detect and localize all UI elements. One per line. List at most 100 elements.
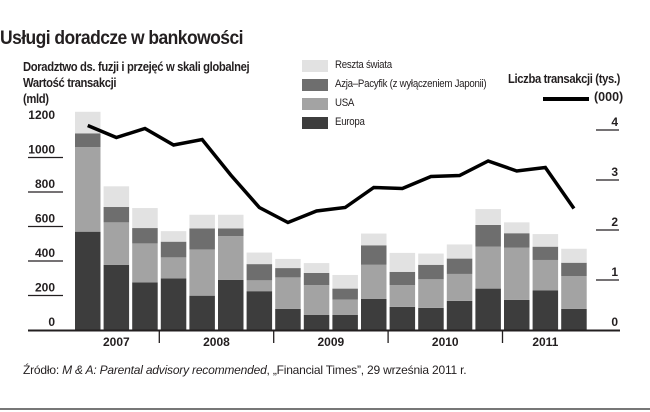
bar-segment-reszta: [361, 233, 387, 246]
bar-segment-usa: [189, 249, 215, 296]
bar-segment-azja–pacyfik: [446, 258, 473, 274]
bar-segment-usa: [246, 280, 273, 292]
year-label: 2009: [317, 335, 344, 349]
bar-segment-europa: [446, 300, 473, 330]
left-axis-unit: (mld): [23, 92, 49, 106]
transactions-count-line: [87, 123, 576, 225]
bottom-rule: [0, 408, 650, 410]
bar-segment-azja–pacyfik: [475, 224, 501, 247]
bar-segment-reszta: [561, 248, 587, 263]
bar-segment-reszta: [160, 231, 187, 242]
bar-segment-azja–pacyfik: [189, 228, 215, 250]
left-tick-label: 800: [35, 177, 55, 191]
bar-segment-europa: [418, 307, 444, 330]
legend-swatch-usa: [302, 98, 328, 110]
chart-title: Usługi doradcze w bankowości: [0, 28, 243, 49]
chart-subtitle: Doradztwo ds. fuzji i przejęć w skali gl…: [23, 60, 250, 74]
bar-segment-reszta: [504, 222, 530, 234]
bar-segment-europa: [132, 282, 158, 330]
right-tick-label: 2: [611, 215, 618, 229]
bar-segment-europa: [389, 306, 416, 330]
bar-segment-usa: [475, 246, 501, 289]
bar-segment-usa: [389, 285, 416, 307]
right-tick-label: 1: [611, 265, 618, 279]
bar-segment-europa: [103, 264, 130, 330]
bar-segment-azja–pacyfik: [303, 272, 330, 286]
source-prefix: Źródło:: [23, 363, 63, 377]
year-label: 2010: [432, 335, 459, 349]
right-axis-unit: (000): [594, 90, 624, 104]
source-publication: , „Financial Times”, 29 września 2011 r.: [266, 363, 467, 377]
legend-swatch-rest: [302, 60, 328, 72]
bar-segment-azja–pacyfik: [246, 264, 273, 281]
bar-segment-azja–pacyfik: [418, 264, 444, 280]
bar-segment-azja–pacyfik: [103, 207, 130, 223]
source-title: M & A: Parental advisory recommended: [62, 363, 267, 377]
left-tick-label: 200: [35, 281, 55, 295]
bar-segment-reszta: [532, 234, 559, 247]
right-axis-title: Liczba transakcji (tys.): [508, 72, 621, 86]
bar-segment-azja–pacyfik: [361, 245, 387, 265]
left-tick-label: 600: [35, 212, 55, 226]
bar-segment-europa: [361, 298, 387, 330]
left-tick-label: 1000: [28, 143, 55, 157]
left-tick-label: 400: [35, 246, 55, 260]
bar-segment-azja–pacyfik: [389, 271, 416, 286]
bar-segment-azja–pacyfik: [561, 262, 587, 277]
bar-segment-usa: [132, 243, 158, 283]
bar-segment-europa: [475, 288, 501, 330]
bar-segment-europa: [504, 299, 530, 330]
bar-segment-usa: [160, 257, 187, 279]
bar-segment-azja–pacyfik: [75, 133, 101, 148]
bar-segment-usa: [418, 279, 444, 308]
bar-segment-reszta: [275, 258, 301, 269]
left-tick-label: 0: [48, 315, 55, 329]
bar-segment-reszta: [475, 209, 501, 225]
bar-segment-europa: [275, 308, 301, 330]
left-axis-title: Wartość transakcji: [23, 76, 117, 90]
bar-segment-reszta: [303, 263, 330, 273]
bar-segment-europa: [160, 278, 187, 330]
bar-segment-europa: [218, 279, 244, 330]
bar-segment-europa: [75, 231, 101, 330]
legend-swatch-europe: [302, 117, 328, 129]
bar-segment-europa: [532, 290, 559, 330]
legend-label-europe: Europa: [335, 116, 365, 128]
year-label: 2007: [103, 335, 130, 349]
bar-segment-azja–pacyfik: [132, 228, 158, 244]
bar-segment-usa: [303, 285, 330, 315]
bar-segment-azja–pacyfik: [275, 268, 301, 278]
legend-label-usa: USA: [335, 97, 355, 109]
bar-segment-reszta: [389, 252, 416, 272]
legend-swatch-asia: [302, 79, 328, 91]
bar-segment-azja–pacyfik: [532, 246, 559, 260]
bar-segment-reszta: [132, 208, 158, 229]
bar-segment-usa: [532, 259, 559, 291]
bar-segment-azja–pacyfik: [160, 241, 187, 258]
legend-line-swatch: [543, 97, 589, 101]
legend-label-asia: Azja–Pacyfik (z wyłączeniem Japonii): [335, 78, 487, 90]
bar-segment-azja–pacyfik: [332, 288, 358, 300]
bar-segment-europa: [332, 314, 358, 330]
bar-segment-europa: [189, 295, 215, 330]
bar-segment-usa: [361, 264, 387, 299]
bar-segment-reszta: [332, 274, 358, 289]
bar-segment-reszta: [246, 252, 273, 265]
bar-segment-reszta: [218, 214, 244, 229]
source-note: Źródło: M & A: Parental advisory recomme…: [23, 363, 467, 377]
bar-segment-usa: [218, 236, 244, 280]
bar-segment-europa: [246, 291, 273, 330]
year-label: 2011: [532, 335, 558, 349]
bar-segment-reszta: [418, 253, 444, 265]
right-tick-label: 4: [611, 115, 618, 129]
right-tick-label: 3: [611, 165, 618, 179]
bar-segment-usa: [561, 276, 587, 309]
right-tick-label: 0: [611, 315, 618, 329]
bar-segment-azja–pacyfik: [218, 228, 244, 237]
bar-segment-usa: [332, 299, 358, 315]
bar-segment-usa: [504, 247, 530, 300]
bar-segment-reszta: [103, 186, 130, 208]
bar-segment-europa: [561, 308, 587, 330]
bar-segment-usa: [103, 222, 130, 265]
